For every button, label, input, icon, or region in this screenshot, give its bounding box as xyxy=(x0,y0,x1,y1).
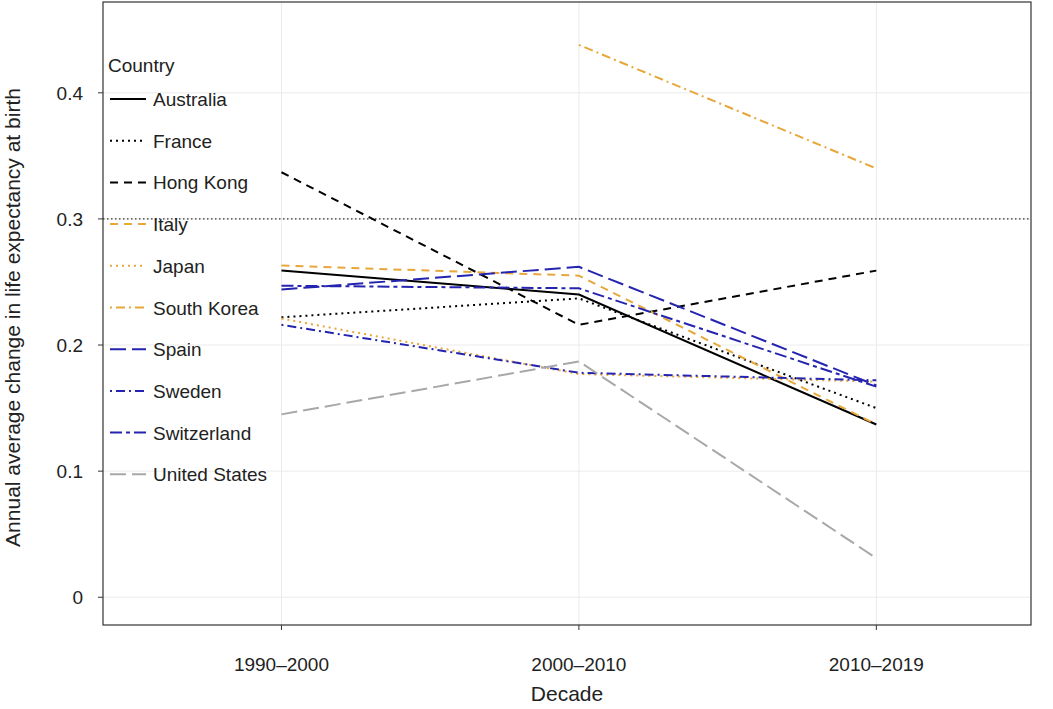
grid-line xyxy=(281,2,282,625)
legend-key xyxy=(110,348,146,350)
legend: Country Australia France Hong Kong Italy Japa… xyxy=(108,55,267,485)
legend-label: Japan xyxy=(153,256,205,277)
y-tick-label: 0.3 xyxy=(57,209,83,230)
x-tick-label: 2000–2010 xyxy=(531,654,626,675)
legend-title: Country xyxy=(108,55,175,76)
series-line xyxy=(281,267,876,386)
x-axis-label: Decade xyxy=(531,682,603,705)
legend-key xyxy=(110,98,146,100)
legend-key xyxy=(110,181,146,183)
y-tick-label: 0.2 xyxy=(57,335,83,356)
grid-line xyxy=(876,2,877,625)
legend-label: Hong Kong xyxy=(153,172,248,193)
tick-mark xyxy=(578,625,579,630)
legend-label: Spain xyxy=(153,339,202,360)
tick-mark xyxy=(98,597,103,598)
y-tick-label: 0 xyxy=(72,587,83,608)
grid-line xyxy=(103,92,1031,93)
reference-line xyxy=(103,218,1031,219)
legend-key xyxy=(110,265,146,267)
tick-mark xyxy=(876,625,877,630)
legend-key xyxy=(110,223,146,225)
legend-key xyxy=(110,432,146,434)
legend-key xyxy=(110,473,146,475)
series-line xyxy=(579,45,876,169)
legend-label: Italy xyxy=(153,214,188,235)
tick-mark xyxy=(98,345,103,346)
series-line xyxy=(281,361,876,558)
x-tick-label: 2010–2019 xyxy=(829,654,924,675)
legend-label: Sweden xyxy=(153,381,222,402)
legend-label: United States xyxy=(153,464,267,485)
series-line xyxy=(281,172,876,325)
grid-line xyxy=(103,597,1031,598)
legend-label: Australia xyxy=(153,89,227,110)
series-line xyxy=(281,266,876,425)
plot-frame xyxy=(103,2,1031,625)
series-line xyxy=(281,298,876,408)
x-tick-label: 1990–2000 xyxy=(234,654,329,675)
series-line xyxy=(281,325,876,380)
tick-mark xyxy=(98,471,103,472)
grid-line xyxy=(103,345,1031,346)
series-line xyxy=(281,271,876,425)
tick-mark xyxy=(98,92,103,93)
series-line xyxy=(281,319,876,382)
series-line xyxy=(281,286,876,387)
tick-mark xyxy=(281,625,282,630)
grid-line xyxy=(578,2,579,625)
legend-key xyxy=(110,140,146,142)
legend-key xyxy=(110,307,146,309)
y-tick-label: 0.4 xyxy=(57,83,84,104)
y-axis-label: Annual average change in life expectancy… xyxy=(1,88,24,547)
legend-label: Switzerland xyxy=(153,423,251,444)
legend-label: South Korea xyxy=(153,298,259,319)
tick-mark xyxy=(98,218,103,219)
plot-area xyxy=(103,45,1031,558)
grid-line xyxy=(103,218,1031,219)
chart: 0 0.1 0.2 0.3 0.4 1990–2000 2000–2010 2010–2019… xyxy=(0,0,1053,709)
legend-key xyxy=(110,390,146,392)
y-tick-label: 0.1 xyxy=(57,461,83,482)
legend-label: France xyxy=(153,131,212,152)
